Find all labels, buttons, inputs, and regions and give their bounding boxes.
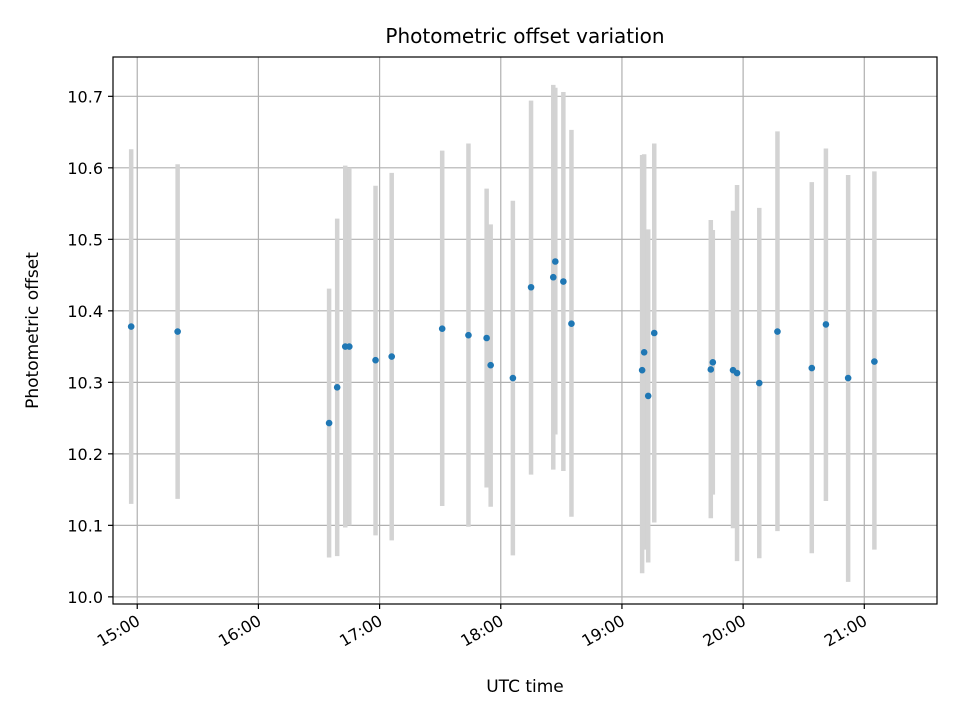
grid [113, 57, 937, 604]
y-tick-label: 10.7 [67, 87, 103, 106]
plot-frame [112, 56, 938, 605]
data-point [465, 331, 472, 339]
data-point [808, 364, 816, 372]
data-point [325, 419, 333, 427]
data-point [487, 361, 494, 369]
data-point [333, 384, 341, 391]
data-point [345, 343, 353, 350]
data-point [755, 379, 763, 387]
data-point [709, 359, 717, 366]
y-tick-label: 10.0 [67, 588, 103, 607]
y-tick-label: 10.5 [67, 230, 103, 249]
data-point [549, 273, 557, 281]
data-point [127, 323, 135, 330]
data-point [644, 392, 652, 400]
data-point [372, 356, 379, 364]
x-axis-title: UTC time [486, 677, 564, 697]
data-point [483, 334, 490, 342]
data-point [640, 349, 648, 356]
data-point [568, 320, 575, 328]
data-point [822, 321, 830, 328]
data-point [551, 258, 559, 265]
chart-title: Photometric offset variation [385, 24, 664, 48]
data-point [438, 325, 446, 333]
data-point [871, 358, 878, 365]
data-point [560, 278, 567, 285]
data-point [844, 374, 852, 382]
data-point [650, 329, 658, 337]
data-point [388, 353, 396, 360]
y-tick-label: 10.2 [67, 445, 103, 464]
y-tick-label: 10.6 [67, 159, 103, 178]
data-point [509, 374, 517, 382]
data-point [707, 366, 715, 373]
data-point [174, 328, 181, 335]
y-tick-label: 10.3 [67, 373, 103, 392]
data-point [733, 369, 741, 377]
data-point [638, 366, 646, 374]
data-point [527, 283, 535, 291]
data-point [774, 328, 781, 335]
y-axis-title: Photometric offset [23, 252, 43, 409]
y-tick-label: 10.4 [67, 302, 103, 321]
data-points [127, 258, 878, 427]
y-tick-label: 10.1 [67, 516, 103, 535]
